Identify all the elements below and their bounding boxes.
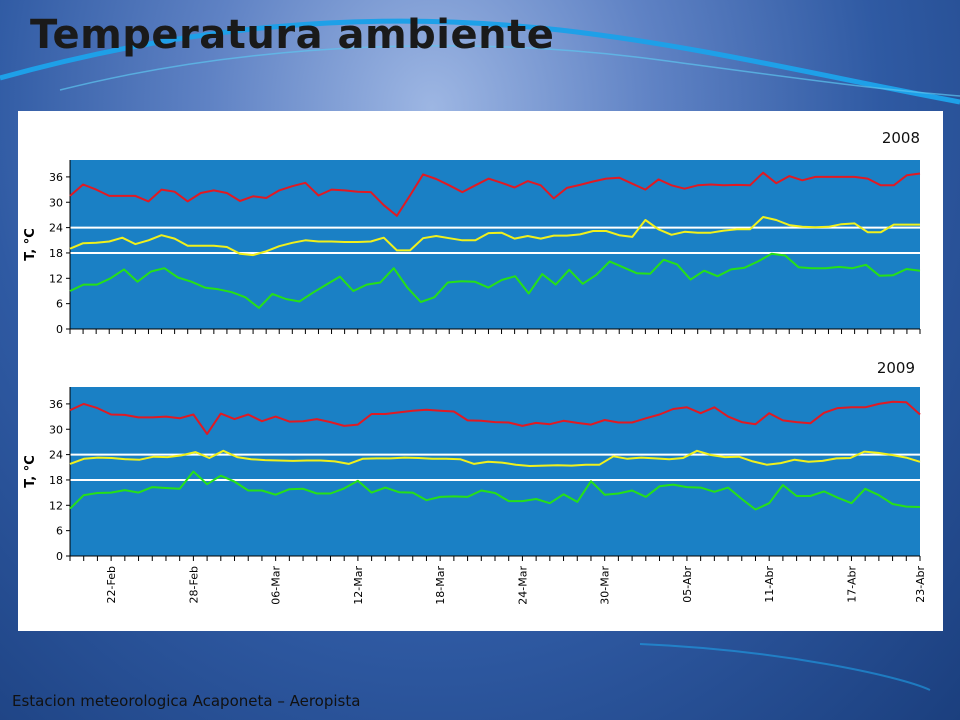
- y-tick-label: 6: [56, 525, 63, 538]
- y-tick-label: 24: [49, 222, 63, 235]
- y-tick-label: 36: [49, 398, 63, 411]
- series-line-0: [69, 400, 921, 435]
- series-line-2: [69, 252, 921, 309]
- plot-area: [70, 387, 920, 556]
- plot-area: [70, 160, 920, 329]
- y-tick-label: 12: [49, 272, 63, 285]
- decorative-swoosh-bottom: [639, 643, 931, 691]
- y-axis-label: T, °C: [23, 455, 38, 488]
- slide-title: Temperatura ambiente: [30, 12, 555, 58]
- chart-2008: 2008 0 6 12 18 24 30 36 T, °C: [23, 129, 921, 336]
- x-tick-label: 11-Abr: [763, 566, 776, 603]
- x-tick-label: 30-Mar: [599, 566, 612, 605]
- y-tick-label: 24: [49, 449, 63, 462]
- x-tick-label: 23-Abr: [914, 566, 927, 603]
- series-line-1: [69, 216, 920, 257]
- chart-year-label: 2009: [877, 359, 915, 377]
- series-line-1: [69, 449, 921, 467]
- series-line-0: [69, 171, 921, 217]
- footer-caption: Estacion meteorologica Acaponeta – Aerop…: [12, 692, 361, 710]
- y-tick-label: 6: [56, 298, 63, 311]
- temperature-charts: 2008 0 6 12 18 24 30 36 T, °C 2009 0 6 12 18 24 30 36 T, …: [23, 129, 927, 605]
- x-tick-label: 24-Mar: [516, 566, 529, 605]
- series-line-2: [69, 470, 921, 511]
- y-tick-label: 18: [49, 247, 63, 260]
- chart-panel: 2008 0 6 12 18 24 30 36 T, °C 2009 0 6 12 18 24 30 36 T, …: [18, 111, 943, 631]
- x-tick-label: 22-Feb: [105, 566, 118, 603]
- decorative-swoosh-top: [0, 18, 960, 105]
- y-axis-label: T, °C: [23, 228, 38, 261]
- y-tick-label: 12: [49, 499, 63, 512]
- chart-year-label: 2008: [882, 129, 920, 147]
- x-tick-label: 17-Abr: [845, 566, 858, 603]
- y-tick-label: 0: [56, 550, 63, 563]
- y-tick-label: 36: [49, 171, 63, 184]
- y-tick-label: 18: [49, 474, 63, 487]
- x-tick-label: 18-Mar: [434, 566, 447, 605]
- y-tick-label: 30: [49, 196, 63, 209]
- x-tick-label: 12-Mar: [352, 566, 365, 605]
- x-tick-label: 06-Mar: [270, 566, 283, 605]
- x-tick-label: 28-Feb: [187, 566, 200, 603]
- decorative-swoosh-top-thin: [59, 45, 960, 97]
- chart-2009: 2009 0 6 12 18 24 30 36 T, °C 22-Feb 28-Feb 06-Mar 1…: [23, 359, 927, 605]
- y-tick-label: 0: [56, 323, 63, 336]
- x-tick-label: 05-Abr: [681, 566, 694, 603]
- y-tick-label: 30: [49, 423, 63, 436]
